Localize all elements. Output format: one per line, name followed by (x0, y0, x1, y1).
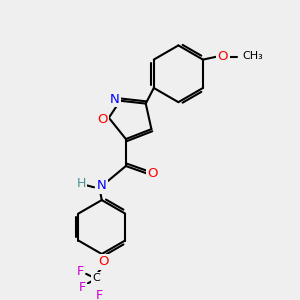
Text: O: O (98, 255, 108, 268)
Text: H: H (76, 176, 86, 190)
Text: C: C (93, 273, 101, 283)
Text: F: F (77, 265, 84, 278)
Text: N: N (97, 179, 106, 192)
Text: O: O (148, 167, 158, 180)
Text: O: O (218, 50, 228, 63)
Text: O: O (98, 113, 108, 126)
Text: F: F (95, 289, 103, 300)
Text: N: N (110, 93, 120, 106)
Text: F: F (78, 281, 85, 294)
Text: CH₃: CH₃ (242, 51, 263, 61)
